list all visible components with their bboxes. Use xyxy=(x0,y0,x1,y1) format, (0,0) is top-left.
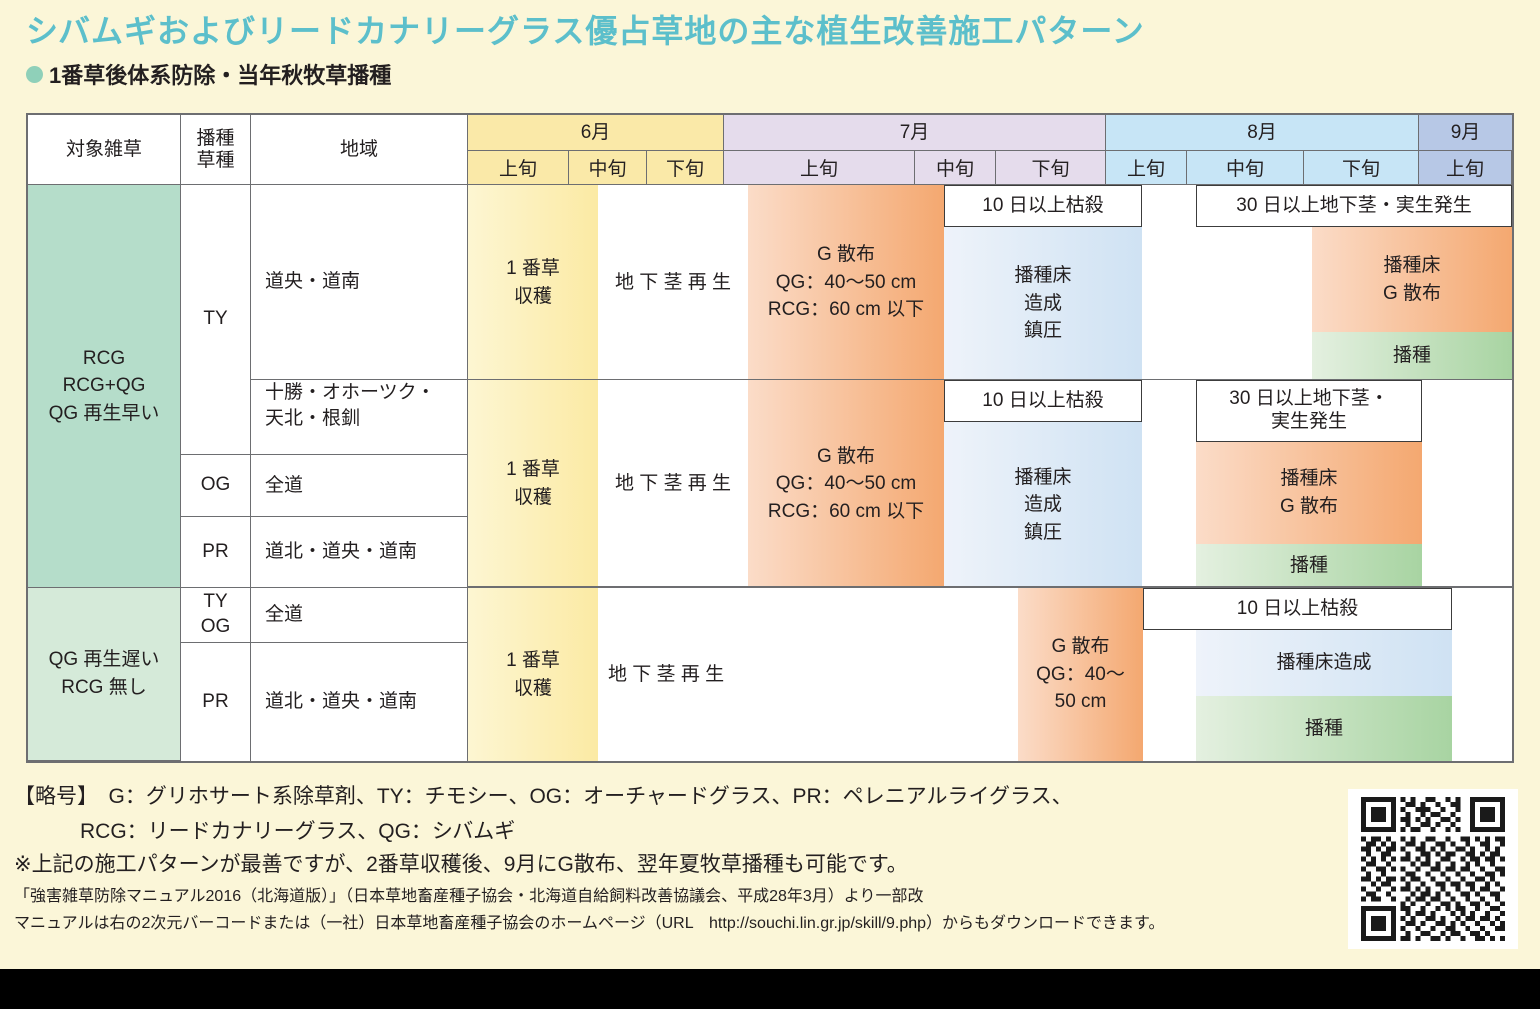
bottom-bar xyxy=(0,969,1540,1009)
period-june-late: 下旬 xyxy=(647,151,724,185)
col-header-region: 地域 xyxy=(251,115,468,185)
group-label-rcg: RCG RCG+QG QG 再生早い xyxy=(28,185,181,588)
band2-first-harvest: 1 番草 収穫 xyxy=(468,380,598,588)
region-zendou-2: 全道 xyxy=(251,588,468,643)
col-header-seed-species: 播種 草種 xyxy=(181,115,251,185)
footnote-abbrev-line1: 【略号】 G：グリホサート系除草剤、TY：チモシー、OG：オーチャードグラス、P… xyxy=(14,785,1073,808)
qr-code-icon xyxy=(1361,797,1505,941)
footnote-source: 「強害雑草防除マニュアル2016（北海道版）」（日本草地畜産種子協会・北海道自給… xyxy=(14,888,924,905)
band1-seedbed-g-spray: 播種床 G 散布 xyxy=(1312,227,1512,332)
page-title: シバムギおよびリードカナリーグラス優占草地の主な植生改善施工パターン xyxy=(26,13,1145,49)
band1-rhizome-regrowth: 地 下 茎 再 生 xyxy=(598,185,748,380)
subtitle: 1番草後体系防除・当年秋牧草播種 xyxy=(49,63,392,88)
month-header-july: 7月 xyxy=(724,115,1106,151)
band2-sowing: 播種 xyxy=(1196,544,1422,588)
month-header-september: 9月 xyxy=(1419,115,1512,151)
region-douou-dounan: 道央・道南 xyxy=(251,185,468,380)
bullet-dot-icon xyxy=(26,65,43,83)
band3-g-spray: G 散布 QG：40〜 50 cm xyxy=(1018,588,1143,761)
band2-seedbed-g-spray: 播種床 G 散布 xyxy=(1196,442,1422,544)
band1-first-harvest: 1 番草 収穫 xyxy=(468,185,598,380)
qr-code[interactable] xyxy=(1348,789,1518,949)
band3-kill-note: 10 日以上枯殺 xyxy=(1143,588,1452,630)
band3-rhizome-regrowth: 地 下 茎 再 生 xyxy=(598,588,798,761)
band3-sowing: 播種 xyxy=(1196,696,1452,761)
period-july-late: 下旬 xyxy=(996,151,1106,185)
band2-g-spray: G 散布 QG：40〜50 cm RCG：60 cm 以下 xyxy=(748,380,944,588)
schedule-table: 対象雑草 播種 草種 地域 6月 7月 8月 9月 上旬 中旬 下旬 上旬 中旬… xyxy=(26,113,1514,763)
col-header-target-weed: 対象雑草 xyxy=(28,115,181,185)
footnote-note: ※上記の施工パターンが最善ですが、2番草収穫後、9月にG散布、翌年夏牧草播種も可… xyxy=(14,853,908,876)
species-pr-2: PR xyxy=(181,643,251,761)
period-august-mid: 中旬 xyxy=(1187,151,1304,185)
band3-seedbed: 播種床造成 xyxy=(1196,630,1452,696)
footnote-download: マニュアルは右の2次元バーコードまたは（一社）日本草地畜産種子協会のホームページ… xyxy=(14,915,1165,932)
band2-seedbed: 播種床 造成 鎮圧 xyxy=(944,422,1142,588)
period-august-late: 下旬 xyxy=(1304,151,1419,185)
group-label-qg: QG 再生遅い RCG 無し xyxy=(28,588,181,761)
band1-sprout-note: 30 日以上地下茎・実生発生 xyxy=(1196,185,1512,227)
subtitle-row: 1番草後体系防除・当年秋牧草播種 xyxy=(26,58,391,90)
period-july-early: 上旬 xyxy=(724,151,915,185)
region-zendou: 全道 xyxy=(251,455,468,517)
band2-sprout-note: 30 日以上地下茎・ 実生発生 xyxy=(1196,380,1422,442)
band3-first-harvest: 1 番草 収穫 xyxy=(468,588,598,761)
period-august-early: 上旬 xyxy=(1106,151,1187,185)
band1-seedbed: 播種床 造成 鎮圧 xyxy=(944,227,1142,380)
band1-g-spray: G 散布 QG：40〜50 cm RCG：60 cm 以下 xyxy=(748,185,944,380)
month-header-june: 6月 xyxy=(468,115,724,151)
band2-kill-note: 10 日以上枯殺 xyxy=(944,380,1142,422)
month-header-august: 8月 xyxy=(1106,115,1419,151)
group-divider xyxy=(468,586,1512,588)
period-june-mid: 中旬 xyxy=(569,151,647,185)
region-tokachi-okhotsk: 十勝・オホーツク・ 天北・根釧 xyxy=(251,380,468,455)
species-ty-og: TY OG xyxy=(181,588,251,643)
poster-page: シバムギおよびリードカナリーグラス優占草地の主な植生改善施工パターン 1番草後体… xyxy=(14,13,1518,949)
period-june-early: 上旬 xyxy=(468,151,569,185)
period-july-mid: 中旬 xyxy=(915,151,996,185)
band1-sowing: 播種 xyxy=(1312,332,1512,380)
band2-rhizome-regrowth: 地 下 茎 再 生 xyxy=(598,380,748,588)
species-og: OG xyxy=(181,455,251,517)
region-douhoku: 道北・道央・道南 xyxy=(251,517,468,588)
band1-kill-note: 10 日以上枯殺 xyxy=(944,185,1142,227)
region-douhoku-2: 道北・道央・道南 xyxy=(251,643,468,761)
species-ty: TY xyxy=(181,185,251,455)
species-pr: PR xyxy=(181,517,251,588)
footnote-abbrev-line2: RCG：リードカナリーグラス、QG：シバムギ xyxy=(80,820,516,843)
band1-divider xyxy=(468,379,1512,380)
period-september-early: 上旬 xyxy=(1419,151,1512,185)
